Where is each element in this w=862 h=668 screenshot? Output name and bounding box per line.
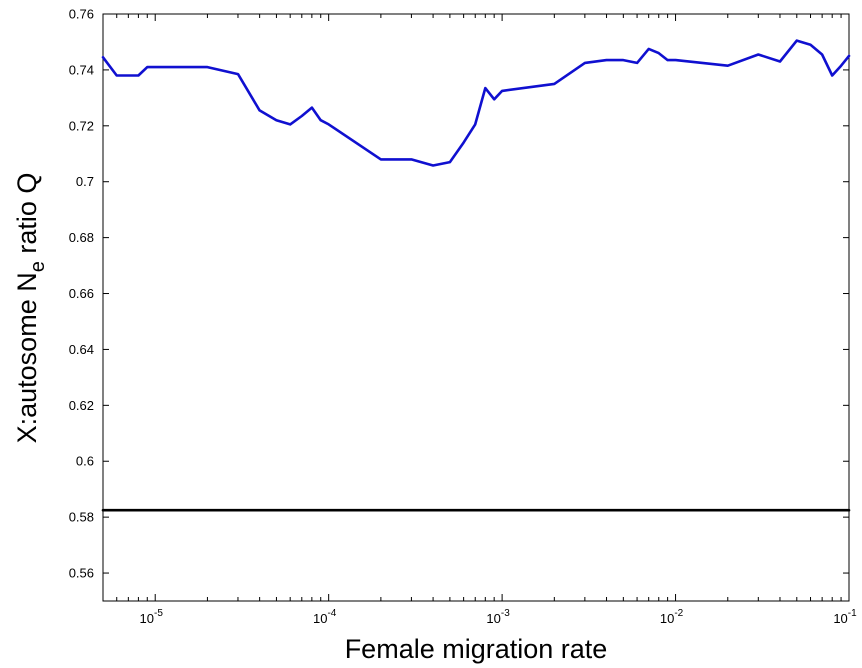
y-axis-title-subscript: e xyxy=(27,261,49,272)
y-tick-label: 0.66 xyxy=(69,286,94,301)
y-tick-label: 0.7 xyxy=(76,174,94,189)
ticks-group xyxy=(103,13,850,601)
y-tick-label: 0.72 xyxy=(69,118,94,133)
y-tick-label: 0.62 xyxy=(69,398,94,413)
y-tick-label: 0.64 xyxy=(69,342,94,357)
y-tick-label: 0.74 xyxy=(69,62,94,77)
y-tick-label: 0.68 xyxy=(69,230,94,245)
y-axis-title-suffix: ratio Q xyxy=(12,173,42,262)
x-tick-label: 10-1 xyxy=(833,608,857,626)
series-line-1 xyxy=(101,39,851,167)
plot-area xyxy=(102,13,850,602)
y-tick-label: 0.56 xyxy=(69,566,94,581)
x-axis-title: Female migration rate xyxy=(345,634,608,664)
y-tick-label: 0.6 xyxy=(76,454,94,469)
tick-labels-group: 0.56 0.58 0.6 0.62 0.64 0.66 0.68 0.7 0.72 0.74 0.… xyxy=(69,7,857,627)
y-tick-label: 0.76 xyxy=(69,7,94,22)
y-axis-title-prefix: X:autosome N xyxy=(12,272,42,443)
series-group xyxy=(101,39,851,512)
y-axis-title: X:autosome Ne ratio Q xyxy=(12,173,49,444)
x-tick-label: 10-3 xyxy=(486,608,510,626)
x-tick-label: 10-4 xyxy=(313,608,337,626)
x-tick-label: 10-5 xyxy=(140,608,164,626)
x-tick-label: 10-2 xyxy=(660,608,684,626)
y-tick-label: 0.58 xyxy=(69,510,94,525)
